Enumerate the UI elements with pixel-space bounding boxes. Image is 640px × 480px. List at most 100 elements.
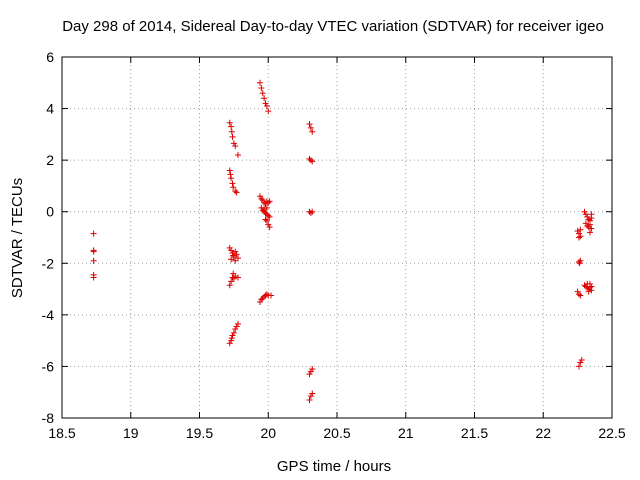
data-point [587,284,593,291]
data-point [228,278,235,285]
data-point [226,167,233,174]
data-point [584,222,591,229]
data-points [90,79,595,403]
axis-ticks [61,56,613,419]
x-axis-label: GPS time / hours [277,458,391,475]
grid [62,57,612,418]
data-point [262,100,269,107]
data-point [232,326,239,333]
data-point [233,323,240,330]
y-tick-label: -4 [42,307,55,323]
data-point [232,188,239,195]
data-point [235,151,241,158]
data-point [576,234,582,241]
y-axis-label: SDTVAR / TECUs [9,178,26,298]
data-point [257,298,263,305]
data-point [233,189,240,196]
data-point [226,119,233,126]
data-point [577,233,584,240]
data-point [307,368,314,375]
data-point [226,282,233,289]
data-point [259,295,266,302]
data-point [581,208,588,215]
data-point [258,296,265,303]
data-point [309,366,316,373]
data-point [309,208,316,215]
data-point [230,184,237,191]
data-point [582,283,589,290]
data-point [228,175,235,182]
data-point [90,257,97,264]
data-point [262,200,269,207]
data-point [576,258,582,265]
data-point [228,335,235,342]
y-tick-label: -2 [42,255,55,271]
data-point [268,292,274,299]
data-point [90,230,97,237]
data-point [265,221,272,228]
data-point [265,199,272,206]
data-point [259,207,266,214]
x-tick-label: 19 [123,425,139,441]
data-point [585,288,592,295]
x-tick-label: 22 [535,425,551,441]
data-point [576,260,583,267]
data-point [574,288,581,295]
x-tick-label: 18.5 [48,425,75,441]
x-tick-label: 22.5 [598,425,625,441]
data-point [230,329,237,336]
data-point [577,292,584,299]
y-tick-label: 0 [46,204,54,220]
x-tick-label: 20 [260,425,276,441]
data-point [261,293,268,300]
data-point [306,155,313,162]
y-tick-label: -6 [42,358,55,374]
data-point [306,121,313,128]
data-point [266,198,273,205]
data-point [90,274,97,281]
data-point [577,359,584,366]
y-tick-labels: -8 -6 -4 -2 0 2 4 6 [42,49,55,426]
data-point [232,142,239,149]
x-tick-labels: 18.5 19 19.5 20 20.5 21 21.5 22 22.5 [48,425,625,441]
data-point [258,195,265,202]
data-point [228,256,235,263]
data-point [229,332,236,339]
data-point [309,128,316,135]
data-point [258,84,265,91]
data-point [576,363,582,370]
data-point [266,224,273,231]
data-point [576,291,582,298]
data-point [232,257,239,264]
x-tick-label: 21 [398,425,414,441]
data-point [263,291,270,298]
data-point [584,280,591,287]
data-point [229,133,236,140]
data-point [227,171,234,178]
data-point [90,248,97,255]
data-point [307,157,314,164]
data-point [306,396,313,403]
data-point [587,221,593,228]
data-point [226,340,233,347]
data-point [263,102,270,109]
data-point [578,356,585,363]
data-point [577,257,584,264]
data-point [230,140,237,147]
data-point [263,217,270,224]
x-tick-label: 20.5 [323,425,350,441]
data-point [228,128,235,135]
data-point [587,229,593,236]
data-point [257,193,263,200]
data-point [230,275,237,282]
data-point [230,252,237,259]
data-point [584,213,591,220]
data-point [307,393,314,400]
data-point [262,216,269,223]
y-tick-label: 6 [46,49,54,65]
data-point [266,213,273,220]
data-point [262,210,269,217]
data-point [233,251,240,258]
data-point [307,124,314,131]
